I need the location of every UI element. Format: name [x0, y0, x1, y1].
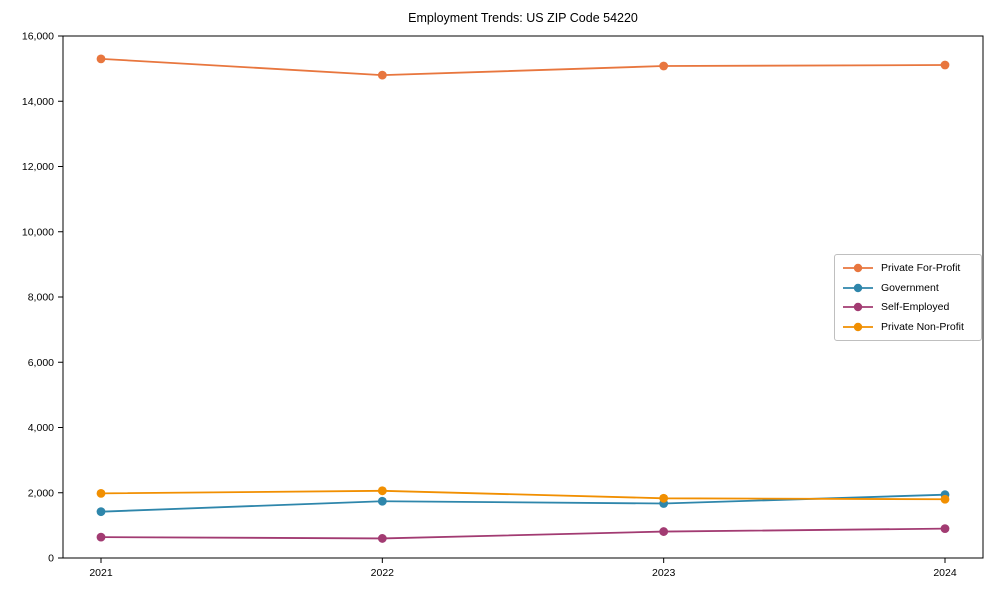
- series-line: [100, 489, 946, 501]
- legend-label: Private Non-Profit: [881, 321, 964, 334]
- data-point-marker: [377, 70, 387, 80]
- data-point-marker: [377, 486, 387, 496]
- legend-swatch-icon: [843, 283, 873, 292]
- y-tick-label: 8,000: [28, 292, 54, 304]
- y-tick-label: 12,000: [22, 161, 54, 173]
- y-tick-label: 16,000: [22, 31, 54, 43]
- legend-label: Government: [881, 281, 939, 294]
- legend-item-government: Government: [842, 282, 974, 294]
- data-point-marker: [377, 496, 387, 506]
- x-tick-label: 2023: [652, 567, 676, 579]
- data-point-marker: [940, 494, 950, 504]
- data-point-marker: [377, 534, 387, 543]
- x-tick-label: 2021: [89, 567, 113, 579]
- x-tick-label: 2024: [933, 567, 957, 579]
- y-tick-label: 14,000: [22, 96, 54, 108]
- legend-item-private-for-profit: Private For-Profit: [842, 262, 974, 274]
- data-point-marker: [659, 527, 669, 536]
- legend-item-self-employed: Self-Employed: [842, 301, 974, 313]
- series-line: [100, 57, 946, 77]
- y-tick-label: 0: [48, 553, 54, 565]
- data-point-marker: [659, 493, 669, 503]
- data-point-marker: [96, 507, 106, 517]
- series-self-employed: [96, 524, 950, 543]
- data-point-marker: [940, 60, 950, 70]
- legend-label: Private For-Profit: [881, 261, 961, 274]
- y-tick-label: 4,000: [28, 422, 54, 434]
- data-point-marker: [96, 532, 106, 542]
- series-private-non-profit: [96, 486, 950, 504]
- series-line: [100, 527, 946, 540]
- legend-swatch-icon: [843, 303, 873, 312]
- legend: Private For-Profit Government Self-Emplo…: [834, 254, 982, 341]
- y-tick-label: 6,000: [28, 357, 54, 369]
- legend-label: Self-Employed: [881, 301, 950, 314]
- chart-title: Employment Trends: US ZIP Code 54220: [408, 11, 638, 25]
- legend-swatch-icon: [843, 263, 873, 273]
- x-tick-label: 2022: [371, 567, 395, 579]
- data-point-marker: [96, 489, 106, 498]
- data-point-marker: [96, 54, 106, 64]
- legend-swatch-icon: [843, 322, 873, 332]
- data-point-marker: [659, 61, 669, 71]
- series-private-for-profit: [96, 54, 950, 80]
- y-tick-label: 2,000: [28, 487, 54, 499]
- legend-item-private-non-profit: Private Non-Profit: [842, 321, 974, 333]
- y-tick-label: 10,000: [22, 226, 54, 238]
- series-line: [100, 493, 946, 513]
- data-point-marker: [940, 524, 950, 534]
